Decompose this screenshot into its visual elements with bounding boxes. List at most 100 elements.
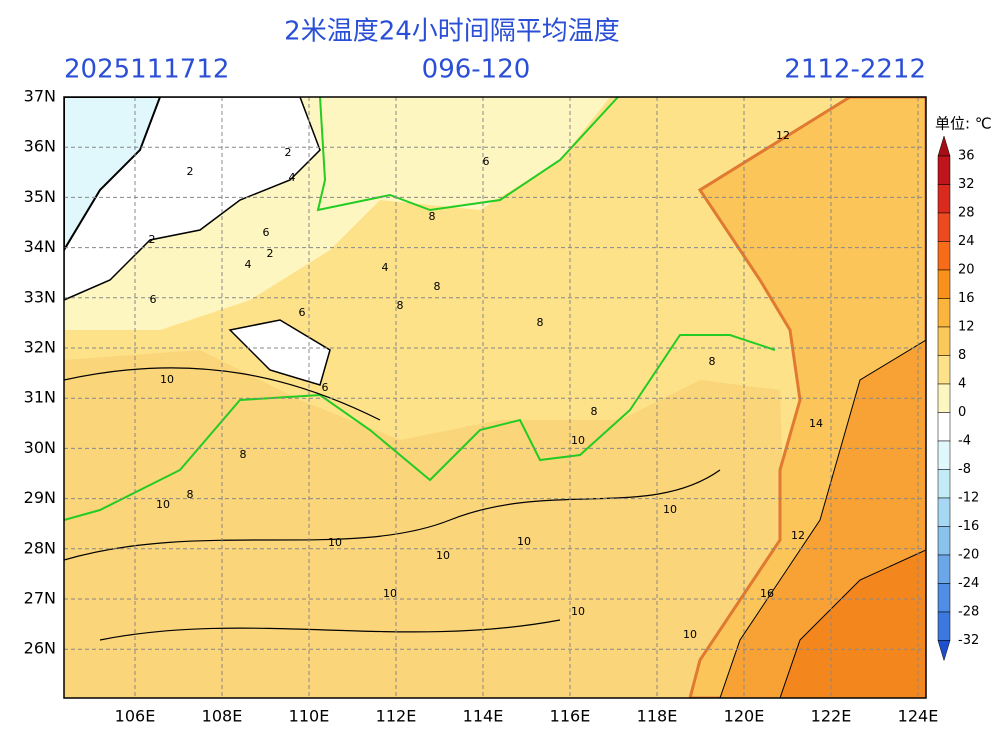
colorbar-cell xyxy=(937,583,951,613)
lon-label: 124E xyxy=(898,707,939,726)
colorbar-cell xyxy=(937,526,951,556)
contour-label: 2 xyxy=(267,247,274,260)
contour-label: 8 xyxy=(434,280,441,293)
warm-region xyxy=(64,350,790,698)
lat-label: 37N xyxy=(24,87,56,106)
contour-label: 10 xyxy=(663,503,677,516)
sea-warmer xyxy=(779,549,926,698)
colorbar-cell xyxy=(937,355,951,385)
colorbar-cell xyxy=(937,611,951,641)
lon-label: 118E xyxy=(637,707,678,726)
map-frame xyxy=(63,96,927,699)
colorbar-tick-label: -24 xyxy=(958,576,979,591)
lon-label: 122E xyxy=(811,707,852,726)
colorbar-cell xyxy=(937,440,951,470)
lat-label: 35N xyxy=(24,187,56,206)
lat-label: 27N xyxy=(24,589,56,608)
title: 2米温度24小时间隔平均温度 xyxy=(284,17,620,47)
colorbar-tick-label: 36 xyxy=(958,149,975,164)
contour-label: 10 xyxy=(328,536,342,549)
colorbar-cell xyxy=(937,269,951,299)
contour-label: 10 xyxy=(436,549,450,562)
colorbar-tick-label: -8 xyxy=(958,462,971,477)
contour-label: 4 xyxy=(382,261,389,274)
contour-label: 6 xyxy=(483,155,490,168)
contour-label: 14 xyxy=(809,417,823,430)
lon-label: 108E xyxy=(202,707,243,726)
colorbar-tick-label: 8 xyxy=(958,348,966,363)
lat-label: 31N xyxy=(24,388,56,407)
boundary-line xyxy=(64,334,776,521)
contour-label: 10 xyxy=(571,434,585,447)
colorbar-triangle xyxy=(937,135,951,157)
contour-label: 8 xyxy=(591,405,598,418)
forecast-hours: 096-120 xyxy=(422,55,531,85)
contour-label: 10 xyxy=(383,587,397,600)
contour-label: 6 xyxy=(263,226,270,239)
lon-label: 114E xyxy=(463,707,504,726)
colorbar-cell xyxy=(937,326,951,356)
contour-label: 8 xyxy=(429,210,436,223)
colorbar-tick-label: 20 xyxy=(958,263,975,278)
colorbar-cell xyxy=(937,383,951,413)
colorbar-tick-label: 0 xyxy=(958,405,966,420)
colorbar-tick-label: 32 xyxy=(958,177,975,192)
contour-label: 4 xyxy=(245,258,252,271)
lat-label: 32N xyxy=(24,338,56,357)
contour-label: 8 xyxy=(537,316,544,329)
contour-label: 2 xyxy=(285,146,292,159)
contour-label: 6 xyxy=(322,381,329,394)
lat-label: 33N xyxy=(24,287,56,306)
lon-label: 116E xyxy=(550,707,591,726)
contour-label: 10 xyxy=(571,605,585,618)
init-time: 2025111712 xyxy=(64,55,229,85)
lat-label: 29N xyxy=(24,488,56,507)
contour-label: 10 xyxy=(517,535,531,548)
colorbar-cell xyxy=(937,184,951,214)
contour-label: 6 xyxy=(150,293,157,306)
unit-label: 单位: ℃ xyxy=(935,115,992,133)
colorbar-tick-label: 16 xyxy=(958,291,975,306)
colorbar-cell xyxy=(937,412,951,442)
colorbar-tick-label: -20 xyxy=(958,548,979,563)
colorbar-tick-label: -28 xyxy=(958,605,979,620)
lon-label: 120E xyxy=(724,707,765,726)
contour-label: 2 xyxy=(187,165,194,178)
lon-label: 106E xyxy=(115,707,156,726)
lat-label: 28N xyxy=(24,538,56,557)
valid-range: 2112-2212 xyxy=(784,55,926,85)
contour-label: 8 xyxy=(709,355,716,368)
colorbar-tick-label: -16 xyxy=(958,519,979,534)
colorbar-cell xyxy=(937,212,951,242)
contour-label: 4 xyxy=(289,171,296,184)
colorbar-cell xyxy=(937,155,951,185)
lat-label: 30N xyxy=(24,438,56,457)
colorbar-tick-label: -12 xyxy=(958,491,979,506)
colorbar-triangle xyxy=(937,640,951,662)
colorbar-tick-label: 12 xyxy=(958,320,975,335)
contour-label: 8 xyxy=(240,448,247,461)
boundary-line xyxy=(316,97,619,212)
colorbar-cell xyxy=(937,469,951,499)
contour-label: 10 xyxy=(160,373,174,386)
colorbar-tick-label: -32 xyxy=(958,633,979,648)
colorbar-cell xyxy=(937,241,951,271)
colorbar-tick-label: 24 xyxy=(958,234,975,249)
contour-label: 8 xyxy=(187,488,194,501)
map-area xyxy=(64,97,926,698)
colorbar-tick-label: 28 xyxy=(958,206,975,221)
contour-label: 10 xyxy=(683,628,697,641)
lon-label: 110E xyxy=(289,707,330,726)
contour-label: 16 xyxy=(760,587,774,600)
colorbar-cell xyxy=(937,554,951,584)
contour-label: 12 xyxy=(791,529,805,542)
contour-label: 2 xyxy=(149,233,156,246)
colorbar-cell xyxy=(937,497,951,527)
contour-label: 10 xyxy=(156,498,170,511)
colorbar-tick-label: -4 xyxy=(958,434,971,449)
contour-label: 12 xyxy=(776,129,790,142)
colorbar-tick-label: 4 xyxy=(958,377,966,392)
contour-label: 8 xyxy=(397,299,404,312)
freezing-region xyxy=(64,97,162,252)
